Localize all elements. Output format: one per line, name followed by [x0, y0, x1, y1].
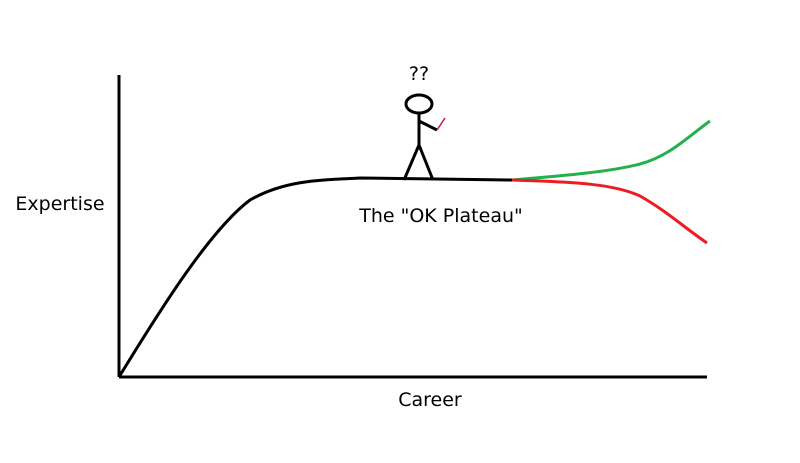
decline-curve — [511, 178, 708, 245]
plateau-label: The "OK Plateau" — [358, 205, 523, 227]
figure-hand-mark — [436, 117, 446, 131]
question-marks: ?? — [409, 63, 429, 85]
learning-curve — [117, 176, 513, 378]
y-axis-label: Expertise — [15, 193, 104, 215]
stick-figure-icon — [402, 93, 438, 181]
improve-curve — [511, 119, 711, 182]
x-axis-label: Career — [398, 389, 462, 411]
